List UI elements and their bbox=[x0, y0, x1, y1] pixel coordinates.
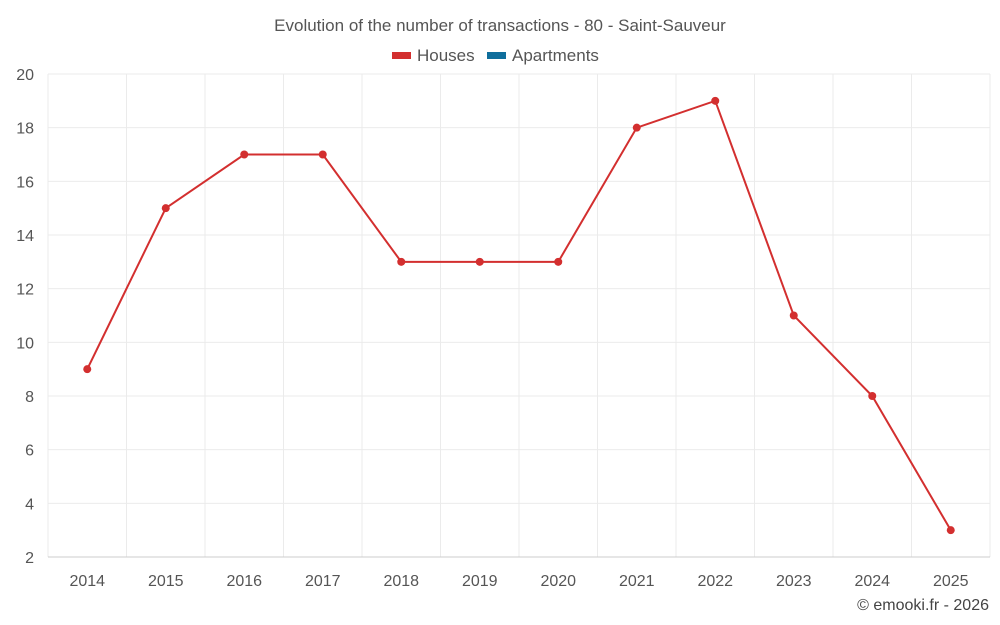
y-tick-label: 8 bbox=[25, 389, 34, 406]
x-tick-label: 2019 bbox=[462, 573, 498, 590]
data-point[interactable] bbox=[318, 150, 327, 159]
y-tick-label: 4 bbox=[25, 496, 34, 513]
x-axis-ticks: 2014 2015 2016 2017 2018 2019 2020 2021 2022 2023… bbox=[69, 573, 968, 590]
legend-entry[interactable]: Houses bbox=[417, 46, 475, 65]
data-point[interactable] bbox=[632, 123, 641, 132]
x-tick-label: 2025 bbox=[933, 573, 969, 590]
y-tick-label: 16 bbox=[16, 174, 34, 191]
data-point[interactable] bbox=[83, 365, 92, 374]
y-tick-label: 2 bbox=[25, 550, 34, 567]
y-tick-label: 6 bbox=[25, 443, 34, 460]
data-point[interactable] bbox=[789, 311, 798, 320]
y-tick-label: 20 bbox=[16, 67, 34, 84]
data-point[interactable] bbox=[161, 204, 170, 213]
x-tick-label: 2022 bbox=[697, 573, 733, 590]
data-point[interactable] bbox=[868, 392, 877, 400]
chart-title: Evolution of the number of transactions … bbox=[274, 16, 726, 35]
legend-entry[interactable]: Apartments bbox=[512, 46, 599, 65]
x-tick-label: 2018 bbox=[383, 573, 419, 590]
y-tick-label: 10 bbox=[16, 335, 34, 352]
data-point[interactable] bbox=[475, 257, 484, 266]
x-tick-label: 2014 bbox=[69, 573, 105, 590]
series-layer bbox=[83, 96, 955, 535]
x-tick-label: 2024 bbox=[854, 573, 890, 590]
y-tick-label: 14 bbox=[16, 228, 34, 245]
x-tick-label: 2020 bbox=[540, 573, 576, 590]
y-tick-label: 12 bbox=[16, 282, 34, 299]
x-tick-label: 2021 bbox=[619, 573, 655, 590]
legend-swatch bbox=[487, 52, 506, 59]
data-point[interactable] bbox=[397, 257, 406, 266]
y-tick-label: 18 bbox=[16, 121, 34, 138]
x-tick-label: 2015 bbox=[148, 573, 184, 590]
data-point[interactable] bbox=[711, 96, 720, 105]
legend-swatch bbox=[392, 52, 411, 59]
grid bbox=[47, 73, 991, 558]
series-line bbox=[86, 99, 952, 531]
legend: Houses Apartments bbox=[392, 46, 599, 65]
data-point[interactable] bbox=[554, 257, 563, 266]
y-axis-ticks: 2 4 6 8 10 12 14 16 18 20 bbox=[16, 67, 34, 567]
x-tick-label: 2023 bbox=[776, 573, 812, 590]
x-tick-label: 2017 bbox=[305, 573, 341, 590]
data-point[interactable] bbox=[240, 150, 249, 159]
credit-text: © emooki.fr - 2026 bbox=[857, 597, 989, 614]
x-tick-label: 2016 bbox=[226, 573, 262, 590]
data-point[interactable] bbox=[946, 526, 955, 535]
